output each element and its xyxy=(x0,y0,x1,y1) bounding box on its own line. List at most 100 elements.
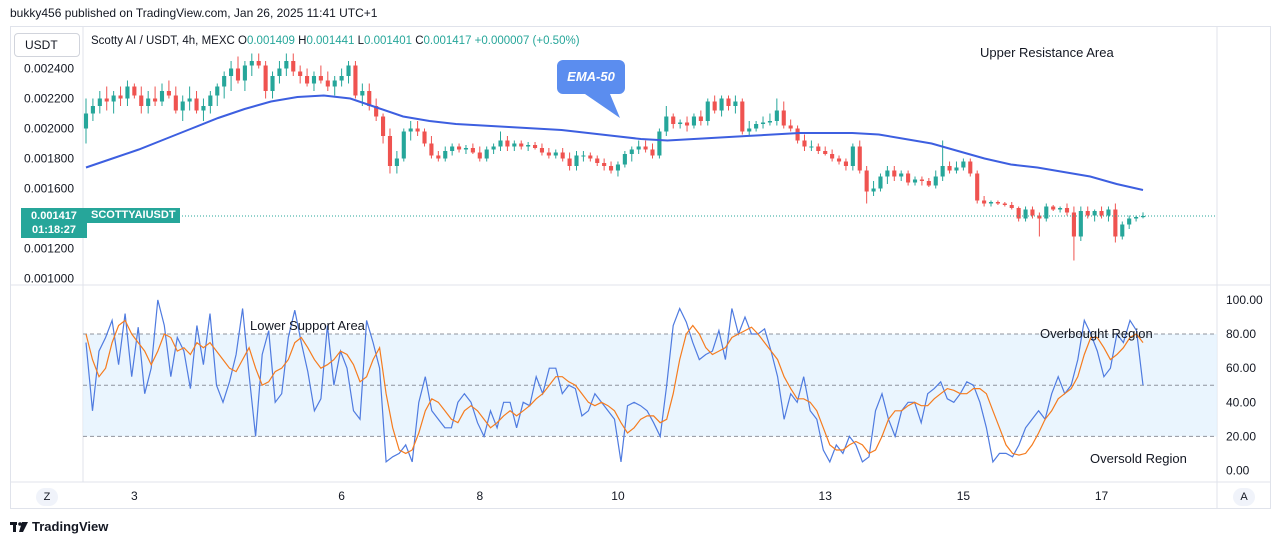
candle xyxy=(1002,202,1007,207)
candle xyxy=(1127,215,1132,229)
candle-body xyxy=(954,167,959,171)
oscillator-tick-label: 0.00 xyxy=(1226,463,1250,477)
candle-body xyxy=(526,145,531,147)
candle xyxy=(760,116,766,129)
time-tick-label: 8 xyxy=(476,489,483,503)
time-tick-label: 10 xyxy=(611,489,625,503)
candle-body xyxy=(519,143,524,147)
candle xyxy=(968,158,973,177)
candle-body xyxy=(581,155,586,157)
candle xyxy=(664,106,669,136)
candle-body xyxy=(153,98,158,102)
candle-body xyxy=(553,152,558,156)
oscillator-tick-label: 40.00 xyxy=(1226,395,1256,409)
candle xyxy=(671,113,676,129)
stochastic-d-line xyxy=(85,319,1144,456)
candle-body xyxy=(104,98,109,102)
candle xyxy=(885,166,890,184)
candle-body xyxy=(995,202,1000,204)
price-tick-label: 0.001200 xyxy=(24,242,74,256)
candle-body xyxy=(484,149,489,159)
candle xyxy=(747,121,752,136)
last-price-value: 0.001417 xyxy=(31,210,77,222)
candle-body xyxy=(615,164,621,171)
candle xyxy=(298,65,303,84)
candle xyxy=(118,86,123,106)
chart-frame xyxy=(10,26,1271,509)
candle-body xyxy=(602,163,607,166)
candle xyxy=(146,91,151,114)
candle-body xyxy=(629,149,634,154)
candle xyxy=(933,170,938,189)
candle xyxy=(318,65,323,84)
candle xyxy=(1051,205,1056,211)
legend-open-label: O xyxy=(238,35,247,47)
candle-body xyxy=(318,76,323,81)
candle-body xyxy=(360,91,365,96)
candle-body xyxy=(298,71,303,76)
candle-body xyxy=(906,173,911,183)
candle xyxy=(512,140,517,151)
candle xyxy=(394,151,399,174)
candle xyxy=(222,71,227,99)
last-price-tag: 0.001417 01:18:27 xyxy=(21,208,87,238)
candle-body xyxy=(1009,205,1014,208)
candle xyxy=(595,155,600,166)
candle-body xyxy=(760,122,766,124)
price-tick-label: 0.001800 xyxy=(24,152,74,166)
candle-body xyxy=(132,86,137,96)
oversold-annotation: Oversold Region xyxy=(1090,451,1187,466)
candle xyxy=(519,140,524,150)
candle xyxy=(1023,206,1028,222)
timezone-button[interactable]: Z xyxy=(36,488,58,506)
ema-50-line xyxy=(85,94,1144,191)
candle xyxy=(823,146,828,156)
candle xyxy=(491,143,496,154)
candle-body xyxy=(325,80,330,87)
candle xyxy=(387,128,393,174)
candle-body xyxy=(394,158,399,166)
candle-body xyxy=(311,76,317,84)
candle xyxy=(443,146,448,162)
candle xyxy=(733,95,738,114)
candle-body xyxy=(747,128,752,132)
candle xyxy=(871,181,876,196)
auto-scale-button[interactable]: A xyxy=(1233,488,1255,506)
publisher-note: bukky456 published on TradingView.com, J… xyxy=(10,6,378,20)
candle xyxy=(249,53,254,76)
candle-body xyxy=(650,149,655,156)
support-annotation: Lower Support Area xyxy=(250,318,365,333)
candle xyxy=(332,76,337,96)
candle-body xyxy=(111,95,116,102)
candle xyxy=(567,152,572,171)
candle-body xyxy=(574,155,579,166)
candle xyxy=(857,140,862,174)
candle xyxy=(719,95,724,117)
candle xyxy=(767,113,773,126)
candle-body xyxy=(263,65,268,91)
candle xyxy=(353,61,358,99)
candle-body xyxy=(795,128,800,141)
candle-body xyxy=(332,80,337,87)
candle xyxy=(850,143,855,171)
candle xyxy=(1064,203,1070,216)
candle-body xyxy=(463,148,469,150)
candle xyxy=(809,140,814,151)
currency-badge[interactable]: USDT xyxy=(14,33,80,57)
candle xyxy=(947,161,952,174)
candle xyxy=(657,128,662,159)
candle-body xyxy=(249,61,254,66)
candle xyxy=(864,166,869,204)
legend-low-label: L xyxy=(357,35,365,47)
candle xyxy=(83,98,89,144)
candle xyxy=(291,53,296,76)
candle xyxy=(781,101,786,129)
candle-body xyxy=(339,76,344,81)
candle-body xyxy=(892,170,897,177)
candle xyxy=(830,149,835,162)
legend-low: 0.001401 xyxy=(364,35,412,47)
candle-body xyxy=(961,161,966,168)
candle xyxy=(90,98,95,121)
candle xyxy=(678,119,683,129)
candle xyxy=(650,143,655,159)
